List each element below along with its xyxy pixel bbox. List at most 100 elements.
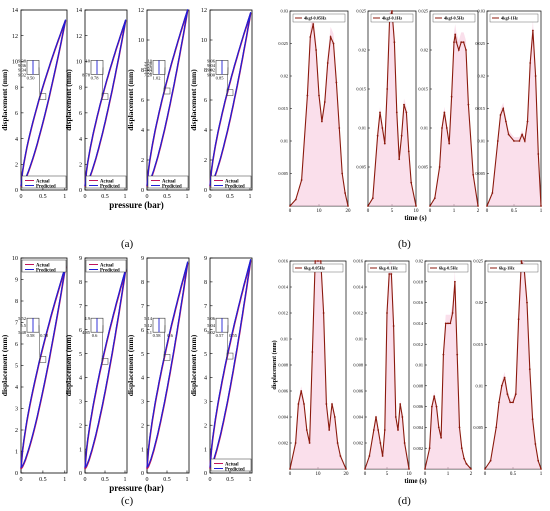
x-tick-label-d0-2: 20 — [344, 472, 350, 477]
data-point-b3-13 — [532, 29, 534, 32]
x-tick-label-c2-0: 0 — [146, 477, 149, 483]
signal-band-d2 — [425, 270, 471, 469]
legend-box-d0 — [292, 263, 344, 273]
legend-label-a0-1: Predicted — [36, 184, 56, 189]
y-tick-label-a3-0: 0 — [204, 188, 207, 194]
signal-band-b2 — [430, 24, 478, 206]
plot-frame-c3 — [209, 257, 253, 474]
y-tick-label-b3-2: 0.015 — [475, 106, 485, 111]
signal-band-d1 — [365, 262, 409, 469]
data-point-d3-6 — [506, 393, 509, 395]
inset-label-c0-0: 5.52 — [18, 316, 26, 321]
y-tick-label-c3-9: 9 — [204, 256, 207, 262]
y-tick-label-b0-0: 0.005 — [278, 171, 288, 176]
x-tick-label-c0-1: 0.5 — [39, 477, 47, 483]
actual-curve-c2 — [146, 262, 189, 470]
legend-box-b3 — [489, 13, 539, 23]
legend-label-b0: 4kgf-0.05Hz — [304, 16, 326, 21]
y-tick-label-c0-10: 10 — [12, 256, 18, 262]
data-point-d3-13 — [526, 301, 528, 304]
y-tick-label-a1-5: 10 — [76, 60, 82, 66]
data-point-d2-10 — [449, 322, 452, 325]
x-tick-label-b1-2: 10 — [414, 209, 420, 214]
signal-band-b0 — [290, 13, 348, 206]
data-point-d3-10 — [517, 318, 520, 321]
data-point-d1-13 — [397, 429, 399, 431]
data-point-b2-7 — [450, 95, 453, 98]
signal-line-b0 — [289, 23, 349, 207]
y-tick-label-c3-7: 7 — [204, 304, 207, 310]
y-tick-label-c2-0: 0 — [141, 471, 144, 477]
x-axis-label-d: time (s) — [404, 477, 427, 485]
y-tick-label-b0-1: 0.01 — [280, 139, 288, 144]
x-tick-label-c3-1: 0.5 — [226, 477, 234, 483]
y-tick-label-c0-0: 0 — [15, 471, 18, 477]
data-point-d1-8 — [386, 312, 388, 314]
signal-band-d3 — [485, 261, 541, 469]
data-point-b0-13 — [335, 81, 338, 84]
x-tick-label-d1-1: 5 — [386, 472, 389, 477]
data-point-d1-14 — [399, 403, 402, 405]
data-point-d2-16 — [463, 457, 465, 460]
data-point-d0-16 — [336, 442, 339, 444]
data-point-d0-2 — [297, 403, 300, 405]
y-tick-label-c3-0: 0 — [204, 471, 207, 477]
data-point-b2-2 — [438, 166, 441, 168]
data-point-d0-0 — [289, 468, 291, 470]
inset-label-c3-2: 5.02 — [207, 330, 215, 335]
y-tick-label-a2-4: 8 — [141, 68, 144, 74]
y-tick-label-b1-0: 0.005 — [356, 165, 366, 170]
plot-frame-c0 — [20, 257, 68, 474]
data-point-b3-5 — [505, 120, 507, 123]
data-point-b2-6 — [448, 142, 451, 145]
y-tick-label-c2-6: 6 — [141, 328, 144, 334]
x-tick-label-a0-1: 0.5 — [39, 194, 47, 200]
x-tick-label-a1-0: 0 — [84, 194, 87, 200]
inset-label-a3-2: 9.02 — [207, 68, 215, 73]
y-tick-label-c1-7: 7 — [79, 304, 82, 310]
x-tick-label-d2-1: 1 — [447, 472, 450, 477]
inset-connector-a1 — [101, 67, 104, 97]
actual-curve-c0 — [20, 266, 67, 470]
y-tick-label-b2-2: 0.015 — [418, 87, 428, 92]
data-point-b0-7 — [318, 94, 320, 97]
y-tick-label-c0-9: 9 — [15, 278, 18, 284]
data-point-d3-11 — [520, 260, 523, 262]
y-tick-label-b0-2: 0.015 — [278, 106, 288, 111]
inset-label-a2-1: 7.28 — [144, 61, 153, 66]
y-tick-label-b3-4: 0.025 — [475, 41, 485, 46]
x-tick-label-a2-0: 0 — [146, 194, 149, 200]
inset-point-a3: 0.85 — [216, 75, 225, 80]
data-point-b2-8 — [453, 41, 455, 44]
y-tick-label-c3-6: 6 — [204, 328, 207, 334]
data-point-d2-8 — [444, 322, 447, 325]
inset-connector-a2 — [163, 67, 166, 92]
y-axis-label-a1: displacement (mm) — [64, 69, 73, 131]
data-point-d1-1 — [368, 455, 371, 457]
data-point-b2-3 — [441, 127, 443, 129]
y-axis-label-c3: displacement (mm) — [189, 334, 198, 396]
legend-label-a0-0: Actual — [36, 179, 50, 184]
y-tick-label-d2-7: 0.016 — [413, 300, 424, 305]
y-tick-label-c2-7: 7 — [141, 304, 144, 310]
y-tick-label-c0-4: 4 — [15, 385, 18, 391]
legend-box-b0 — [292, 13, 346, 23]
data-point-b1-11 — [398, 158, 401, 161]
data-point-d0-11 — [322, 312, 325, 314]
x-tick-label-a2-1: 0.5 — [163, 194, 171, 200]
data-point-b0-10 — [326, 62, 329, 64]
x-tick-label-a0-2: 1 — [63, 194, 66, 200]
inset-point-a1: 0.78 — [91, 75, 100, 80]
y-tick-label-d1-2: 0.006 — [353, 389, 364, 394]
data-point-b1-1 — [371, 197, 374, 200]
inset-label-a3-1: 9.04 — [207, 63, 216, 68]
data-point-b0-9 — [323, 101, 326, 103]
legend-label-b3: 4kgf-1Hz — [501, 16, 518, 21]
data-point-d3-3 — [498, 401, 500, 404]
data-point-d0-7 — [311, 351, 314, 353]
legend-label-a3-1: Predicted — [225, 184, 245, 189]
inset-label-c2-1: 5.12 — [144, 323, 152, 328]
y-tick-label-b2-3: 0.02 — [420, 48, 428, 53]
y-tick-label-a0-3: 6 — [15, 111, 18, 117]
